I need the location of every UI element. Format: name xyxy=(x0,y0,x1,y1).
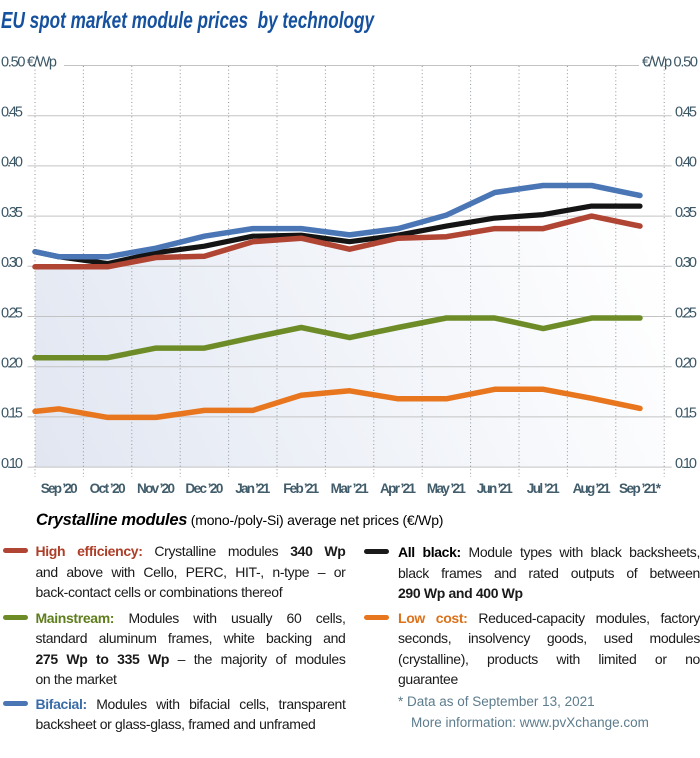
svg-text:0.25: 0.25 xyxy=(675,305,697,321)
svg-text:0.10: 0.10 xyxy=(675,456,697,472)
svg-text:Oct ’20: Oct ’20 xyxy=(90,481,126,496)
svg-text:0.35: 0.35 xyxy=(1,205,23,221)
svg-text:Mar ’21: Mar ’21 xyxy=(331,481,369,496)
svg-text:0.20: 0.20 xyxy=(1,356,23,372)
svg-text:0.30: 0.30 xyxy=(1,255,23,271)
svg-text:Nov ’20: Nov ’20 xyxy=(137,481,175,496)
svg-text:0.20: 0.20 xyxy=(675,356,697,372)
svg-text:0.15: 0.15 xyxy=(675,406,697,422)
svg-text:Feb ’21: Feb ’21 xyxy=(283,481,319,496)
svg-text:Sep ’21*: Sep ’21* xyxy=(619,481,662,496)
svg-text:May ’21: May ’21 xyxy=(427,481,466,496)
svg-text:Jan ’21: Jan ’21 xyxy=(235,481,270,496)
svg-text:0.15: 0.15 xyxy=(1,406,23,422)
svg-text:0.40: 0.40 xyxy=(675,155,697,171)
svg-text:0.45: 0.45 xyxy=(675,105,697,121)
svg-text:Apr ’21: Apr ’21 xyxy=(380,481,416,496)
svg-text:Aug ’21: Aug ’21 xyxy=(573,481,611,496)
svg-text:0.35: 0.35 xyxy=(675,205,697,221)
svg-text:Dec ’20: Dec ’20 xyxy=(185,481,223,496)
svg-text:Jun ’21: Jun ’21 xyxy=(477,481,513,496)
svg-text:EU spot market module prices: EU spot market module prices by technolo… xyxy=(1,7,375,33)
svg-text:0.45: 0.45 xyxy=(1,105,23,121)
svg-text:Jul ’21: Jul ’21 xyxy=(527,481,560,496)
svg-text:0.30: 0.30 xyxy=(675,255,697,271)
svg-text:0.10: 0.10 xyxy=(1,456,23,472)
svg-text:€/Wp 0.50: €/Wp 0.50 xyxy=(642,54,698,70)
svg-text:0.40: 0.40 xyxy=(1,155,23,171)
svg-text:0.25: 0.25 xyxy=(1,305,23,321)
svg-text:Sep ’20: Sep ’20 xyxy=(41,481,78,496)
svg-text:0.50 €/Wp: 0.50 €/Wp xyxy=(1,54,57,70)
